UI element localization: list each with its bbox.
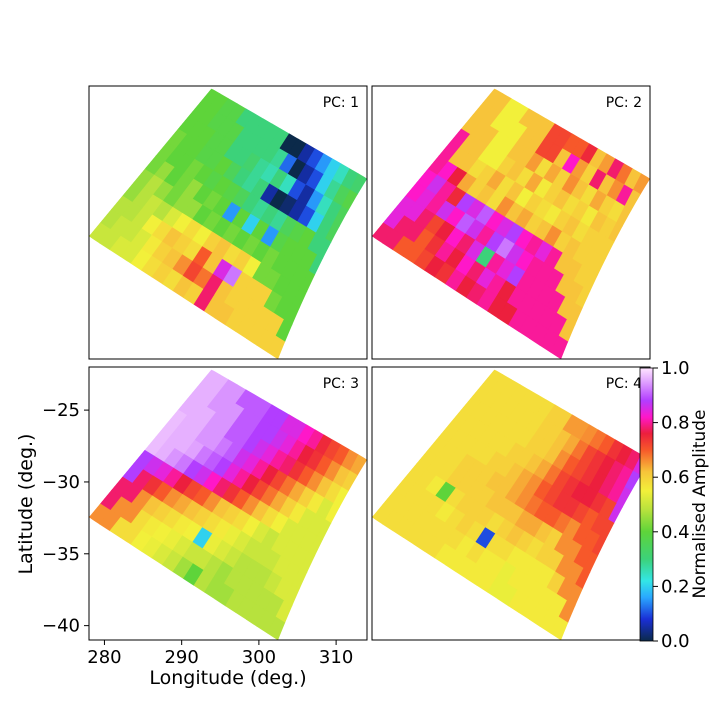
colorbar-tick-label: 1.0: [661, 358, 690, 379]
panel-label: PC: 2: [606, 95, 642, 111]
panel-frame: [371, 85, 651, 360]
panel-1: PC: 1: [88, 85, 368, 360]
x-tick-label: 280: [87, 647, 121, 668]
colorbar-label: Normalised Amplitude: [690, 410, 710, 599]
panel-label: PC: 4: [606, 376, 642, 392]
y-tick-label: −40: [42, 616, 80, 637]
y-axis-label: Latitude (deg.): [15, 434, 37, 575]
y-tick-label: −35: [42, 544, 80, 565]
panel-label: PC: 1: [323, 95, 359, 111]
heatmap-cells: [372, 88, 650, 359]
x-axis-label: Longitude (deg.): [149, 667, 306, 689]
colorbar-gradient: [639, 367, 654, 642]
y-tick-label: −30: [42, 472, 80, 493]
y-tick-label: −25: [42, 400, 80, 421]
x-tick-label: 300: [242, 647, 276, 668]
colorbar-tick-label: 0.2: [661, 576, 690, 597]
heatmap-cell: [267, 616, 287, 640]
panel-2: PC: 2: [371, 85, 651, 360]
panel-frame: [88, 85, 368, 360]
x-tick-label: 290: [164, 647, 198, 668]
panel-frame: [88, 366, 368, 641]
colorbar: 0.0 0.2 0.4 0.6 0.8 1.0 Normalised Amplitude: [639, 358, 710, 652]
panel-label: PC: 3: [323, 376, 359, 392]
colorbar-tick-label: 0.8: [661, 413, 690, 434]
axes: 280 290 300 310 −25 −30 −35 −40: [42, 400, 353, 668]
colorbar-ticks: 0.0 0.2 0.4 0.6 0.8 1.0: [653, 358, 690, 652]
panel-3: PC: 3: [88, 366, 368, 641]
heatmap-cells: [89, 88, 367, 359]
heatmap-cells: [89, 369, 367, 640]
colorbar-tick-label: 0.6: [661, 467, 690, 488]
colorbar-tick-label: 0.4: [661, 522, 690, 543]
panels: PC: 1 PC: 2 PC: 3 PC: 4: [88, 85, 651, 641]
panel-4: PC: 4: [371, 366, 651, 641]
heatmap-cell: [550, 335, 570, 359]
heatmap-cell: [267, 335, 287, 359]
colorbar-tick-label: 0.0: [661, 631, 690, 652]
heatmap-cells: [372, 369, 650, 640]
heatmap-cell: [550, 616, 570, 640]
x-tick-label: 310: [319, 647, 353, 668]
